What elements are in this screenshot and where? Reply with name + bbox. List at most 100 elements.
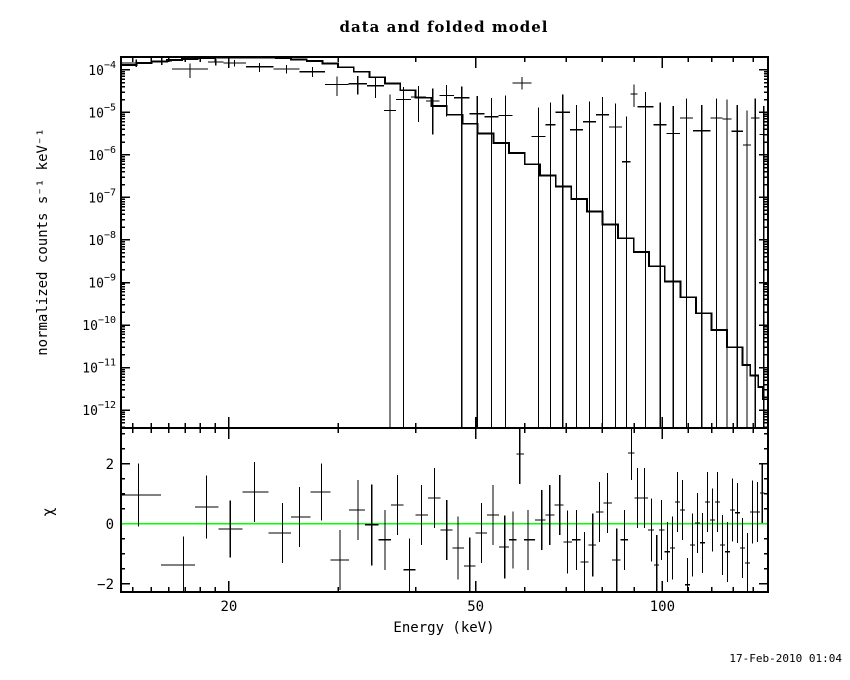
data-cross <box>151 58 173 65</box>
data-cross <box>653 102 667 427</box>
chi-cross <box>669 516 676 580</box>
chi-cross <box>641 467 648 528</box>
data-cross <box>731 104 744 427</box>
chi-cross <box>690 513 695 577</box>
data-cross <box>743 110 751 427</box>
chi-cross <box>571 509 581 570</box>
data-cross <box>453 86 470 427</box>
chi-cross <box>754 481 760 542</box>
data-cross <box>722 99 732 427</box>
chi-cross <box>709 488 715 552</box>
x-tick-label: 100 <box>650 599 675 615</box>
chi-cross <box>218 500 243 558</box>
chi-cross <box>714 472 721 533</box>
chi-cross <box>679 479 685 540</box>
data-cross <box>630 84 638 107</box>
chi-cross <box>634 467 642 528</box>
chi-cross <box>620 509 629 570</box>
y-tick-labels-bottom: −2 0 2 <box>97 457 114 593</box>
timestamp: 17-Feb-2010 01:04 <box>729 652 842 665</box>
chi-cross <box>415 484 429 545</box>
chi-cross <box>664 521 670 582</box>
chi-cross <box>759 463 765 524</box>
y-tick-label: 10−7 <box>88 187 116 206</box>
data-cross <box>121 59 152 68</box>
data-cross <box>512 76 532 90</box>
data-cross <box>692 104 711 427</box>
chi-cross <box>659 499 665 560</box>
chi-cross <box>487 484 499 545</box>
x-tick-labels: 20 50 100 <box>220 599 675 615</box>
data-cross <box>172 63 208 78</box>
data-cross <box>469 96 485 427</box>
y-tick-label: 10−10 <box>82 315 116 334</box>
data-cross <box>367 77 385 98</box>
data-cross <box>710 98 723 427</box>
plot-title: data and folded model <box>339 18 549 36</box>
data-cross <box>245 62 274 72</box>
y-ticks-top <box>121 56 768 428</box>
x-axis-label-energy: Energy (keV) <box>393 620 495 636</box>
y-tick-label: 10−4 <box>88 60 116 79</box>
chi-cross <box>508 511 517 569</box>
chi-cross <box>596 481 604 542</box>
data-cross <box>666 106 680 427</box>
top-panel-frame <box>120 56 769 429</box>
chi-cross <box>580 532 589 591</box>
y-ticks-bottom <box>121 433 768 585</box>
data-cross <box>299 67 326 77</box>
chi-cross <box>516 429 524 485</box>
data-cross <box>484 97 499 427</box>
chi-cross <box>694 493 700 554</box>
data-cross <box>622 116 631 427</box>
chi-cross <box>729 478 735 542</box>
data-cross <box>207 58 224 66</box>
y-tick-label: 10−11 <box>82 358 116 377</box>
chi-cross <box>364 484 379 566</box>
data-cross <box>273 64 300 74</box>
data-cross <box>759 106 768 427</box>
chi-cross <box>242 461 269 522</box>
y-tick-label: 10−12 <box>82 400 116 419</box>
data-cross <box>498 95 513 427</box>
chi-cross <box>704 472 710 533</box>
chi-cross <box>603 472 613 533</box>
data-cross <box>545 102 556 427</box>
chi-cross <box>744 532 750 591</box>
chi-cross <box>724 521 730 582</box>
bottom-panel-frame <box>120 427 769 593</box>
chi-cross <box>534 490 546 551</box>
chi-cross <box>654 535 660 591</box>
data-cross <box>679 98 693 427</box>
chi-cross <box>498 515 509 579</box>
chi-cross <box>475 502 488 563</box>
x-tick-label: 20 <box>220 599 237 615</box>
y-tick-label: 10−6 <box>88 145 116 164</box>
chi-cross <box>554 475 564 536</box>
chi-cross <box>628 429 635 480</box>
data-cross <box>426 88 440 135</box>
data-cross <box>583 101 597 427</box>
chi-cross <box>647 498 655 562</box>
y-tick-labels-top: 10−4 10−5 10−6 10−7 10−8 10−9 10−10 10−11 10−12 <box>82 60 116 419</box>
model-curve <box>121 56 769 413</box>
chi-crosses <box>121 429 765 591</box>
data-cross <box>569 104 584 427</box>
chi-cross <box>545 484 555 545</box>
chi-cross <box>403 538 416 591</box>
chi-cross <box>428 467 441 528</box>
chi-cross <box>290 487 311 548</box>
chi-cross <box>563 510 572 574</box>
chi-cross <box>330 529 349 590</box>
data-crosses <box>121 58 768 427</box>
y-tick-label: 0 <box>106 517 114 533</box>
chi-cross <box>612 528 621 591</box>
data-cross <box>223 59 246 67</box>
chi-cross <box>684 557 691 591</box>
y-tick-label: 10−8 <box>88 230 116 249</box>
chi-cross <box>720 514 725 575</box>
data-cross <box>555 94 570 427</box>
data-cross <box>396 87 411 427</box>
